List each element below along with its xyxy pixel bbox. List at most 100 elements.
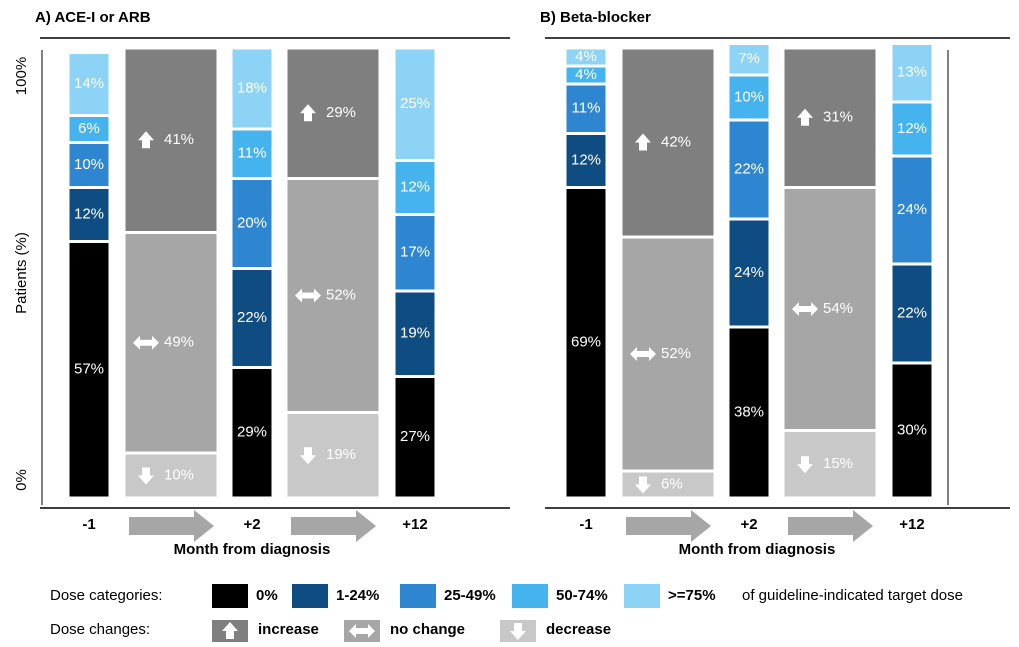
- arrow-icon: [635, 133, 651, 151]
- data-label: 69%: [571, 334, 601, 351]
- bar-segment: [66, 114, 112, 144]
- legend-suffix: of guideline-indicated target dose: [742, 587, 963, 604]
- timeline-arrow: [129, 510, 214, 542]
- data-label: 42%: [661, 133, 691, 150]
- legend-swatch: [292, 584, 328, 608]
- y-tick-label: 100%: [13, 57, 30, 95]
- legend-label: 25-49%: [444, 587, 496, 604]
- bar-segment: [229, 127, 275, 180]
- arrow-icon: [797, 108, 813, 126]
- legend-title: Dose changes:: [50, 621, 150, 638]
- data-label: 52%: [661, 345, 691, 362]
- bar-segment: [229, 267, 275, 369]
- data-label: 6%: [661, 475, 683, 492]
- data-label: 57%: [74, 361, 104, 378]
- legend-swatch: [400, 584, 436, 608]
- data-label: 24%: [897, 201, 927, 218]
- x-tick-label: -1: [579, 516, 592, 533]
- x-tick-label: +2: [243, 516, 260, 533]
- arrow-icon: [510, 623, 526, 640]
- data-label: 7%: [738, 50, 760, 67]
- bar-segment: [889, 100, 935, 158]
- arrow-icon: [300, 447, 316, 465]
- x-tick-label: +12: [899, 516, 924, 533]
- arrow-icon: [295, 288, 321, 303]
- bar-segment: [392, 46, 438, 162]
- data-label: 6%: [78, 120, 100, 137]
- legend-label: 50-74%: [556, 587, 608, 604]
- data-label: 4%: [575, 48, 597, 65]
- bar-segment: [726, 325, 772, 500]
- arrow-icon: [630, 347, 656, 361]
- arrow-icon: [349, 624, 375, 638]
- data-label: 12%: [571, 151, 601, 168]
- arrow-icon: [222, 622, 238, 639]
- data-label: 52%: [326, 286, 356, 303]
- y-axis-title: Patients (%): [13, 232, 30, 314]
- arrow-icon: [797, 456, 813, 474]
- data-label: 22%: [734, 160, 764, 177]
- bar-segment: [726, 42, 772, 77]
- timeline-arrow: [626, 510, 711, 542]
- data-label: 41%: [164, 131, 194, 148]
- data-label: 15%: [823, 455, 853, 472]
- y-tick-label: 0%: [13, 469, 30, 491]
- bar-segment: [889, 42, 935, 104]
- x-tick-label: +12: [402, 516, 427, 533]
- data-label: 19%: [326, 446, 356, 463]
- arrow-icon: [133, 335, 159, 350]
- data-label: 27%: [400, 428, 430, 445]
- data-label: 22%: [897, 304, 927, 321]
- bar-segment: [392, 289, 438, 378]
- bar-segment: [66, 240, 112, 500]
- bar-segment: [563, 82, 609, 135]
- data-label: 11%: [238, 145, 267, 162]
- x-axis-title: Month from diagnosis: [679, 541, 836, 558]
- bar-segment: [229, 366, 275, 500]
- legend-label: >=75%: [668, 587, 716, 604]
- legend-title: Dose categories:: [50, 587, 163, 604]
- legend-label: decrease: [546, 621, 611, 638]
- bar-segment: [392, 213, 438, 293]
- data-label: 17%: [400, 244, 430, 261]
- x-axis-title: Month from diagnosis: [174, 541, 331, 558]
- bar-segment: [229, 46, 275, 131]
- data-label: 19%: [400, 325, 430, 342]
- data-label: 10%: [74, 156, 104, 173]
- data-label: 54%: [823, 300, 853, 317]
- change-segment: [619, 46, 717, 239]
- arrow-icon: [138, 467, 154, 485]
- data-label: 22%: [237, 309, 267, 326]
- bar-segment: [392, 375, 438, 500]
- data-label: 29%: [326, 104, 356, 121]
- arrow-icon: [138, 131, 154, 149]
- data-label: 30%: [897, 421, 927, 438]
- data-label: 11%: [572, 100, 601, 117]
- data-label: 24%: [734, 264, 764, 281]
- data-label: 18%: [237, 79, 267, 96]
- timeline-arrow: [788, 510, 873, 542]
- data-label: 49%: [164, 334, 194, 351]
- data-label: 25%: [400, 95, 430, 112]
- bar-segment: [66, 141, 112, 189]
- legend-label: no change: [390, 621, 465, 638]
- legend-label: increase: [258, 621, 319, 638]
- legend-label: 0%: [256, 587, 278, 604]
- legend-swatch: [212, 584, 248, 608]
- panel-title: B) Beta-blocker: [540, 9, 651, 26]
- bar-segment: [726, 118, 772, 221]
- data-label: 10%: [164, 466, 194, 483]
- data-label: 12%: [74, 205, 104, 222]
- data-label: 38%: [734, 403, 764, 420]
- bar-segment: [563, 46, 609, 68]
- legend-swatch: [512, 584, 548, 608]
- data-label: 10%: [734, 88, 764, 105]
- data-label: 20%: [237, 214, 267, 231]
- data-label: 12%: [400, 178, 430, 195]
- x-tick-label: -1: [82, 516, 95, 533]
- legend-swatch: [624, 584, 660, 608]
- bar-segment: [66, 51, 112, 117]
- x-tick-label: +2: [740, 516, 757, 533]
- timeline-arrow: [291, 510, 376, 542]
